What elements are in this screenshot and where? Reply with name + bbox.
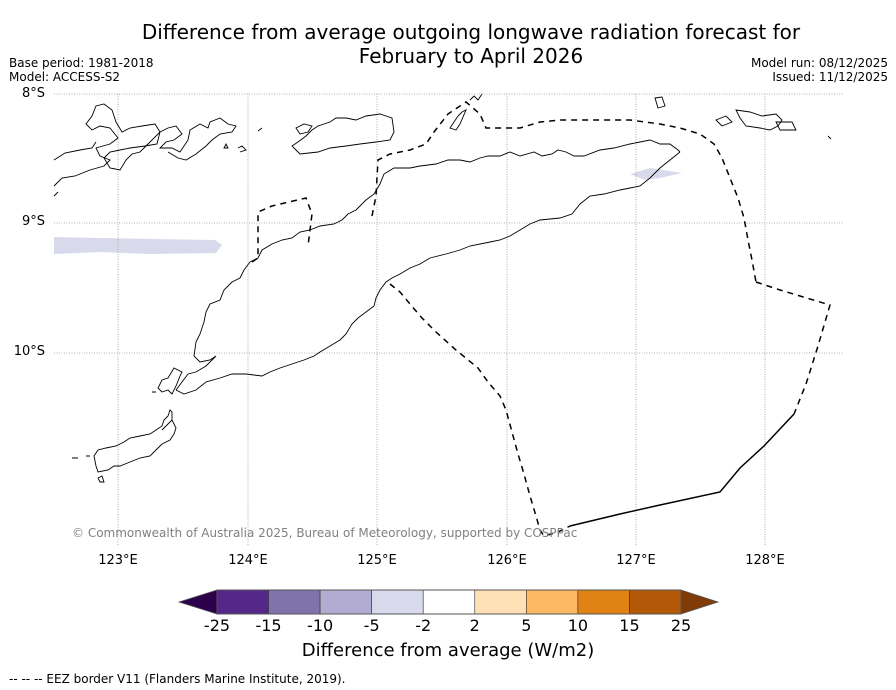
coastline-timor-north (249, 139, 681, 263)
colorbar-segment (371, 589, 424, 615)
anomaly-patch-east (630, 168, 682, 180)
colorbar-segment (577, 589, 630, 615)
coastline-solor (145, 117, 237, 161)
colorbar-segment (268, 589, 321, 615)
lon-label-126e: 126°E (487, 553, 527, 568)
coastline-kupang (157, 261, 251, 395)
colorbar-tick-label: -15 (255, 616, 282, 635)
colorbar-segment (526, 589, 579, 615)
colorbar-segment (474, 589, 527, 615)
colorbar-under-arrow (177, 589, 218, 615)
colorbar-outline (216, 589, 682, 615)
colorbar-tick-label: 5 (521, 616, 532, 635)
colorbar-tick-label: 25 (670, 616, 692, 635)
colorbar-tick-label: 15 (619, 616, 640, 635)
base-period: Base period: 1981-2018 (9, 56, 154, 70)
issued-date: Issued: 11/12/2025 (772, 70, 888, 84)
lat-label-10s: 10°S (13, 344, 45, 359)
coastline-flores-west (53, 191, 59, 197)
colorbar-tick-label: 10 (567, 616, 589, 635)
colorbar-tick-label: -25 (203, 616, 231, 635)
coastline-wetar (654, 96, 832, 140)
chart-title: Difference from average outgoing longwav… (0, 20, 896, 68)
eez-border-timor-north (371, 101, 757, 283)
coastline-timor-south (175, 151, 681, 395)
colorbar-segment (319, 589, 372, 615)
model-name: Model: ACCESS-S2 (9, 70, 121, 84)
eez-border-oecusse (251, 197, 313, 263)
coastline-rote (72, 391, 177, 483)
lat-label-8s: 8°S (21, 86, 45, 101)
lat-label-9s: 9°S (21, 214, 45, 229)
anomaly-patch-west (54, 237, 222, 254)
title-line-2: February to April 2026 (358, 44, 584, 68)
colorbar-label: Difference from average (W/m2) (301, 640, 595, 661)
coastline-atauro (449, 93, 483, 131)
eez-border-south-west (389, 283, 571, 537)
lon-label-125e: 125°E (357, 553, 397, 568)
lon-label-123e: 123°E (98, 553, 138, 568)
model-run: Model run: 08/12/2025 (750, 56, 888, 70)
colorbar-over-arrow (680, 589, 720, 615)
colorbar-segment (216, 589, 269, 615)
eez-legend-note: -- -- -- EEZ border V11 (Flanders Marine… (9, 672, 346, 686)
eez-border-east (755, 281, 831, 415)
coastline-alor (223, 113, 395, 155)
coastline-flores (53, 103, 161, 187)
copyright-notice: © Commonwealth of Australia 2025, Bureau… (72, 526, 578, 540)
colorbar-tick-label: 2 (469, 616, 480, 635)
colorbar-segment (629, 589, 682, 615)
lon-label-128e: 128°E (745, 553, 785, 568)
lon-label-127e: 127°E (616, 553, 656, 568)
coastlines (53, 93, 832, 483)
lon-label-124e: 124°E (228, 553, 268, 568)
eez-borders (251, 101, 831, 537)
colorbar-tick-label: -5 (363, 616, 380, 635)
colorbar-segment (422, 589, 476, 615)
colorbar-tick-label: -10 (307, 616, 334, 635)
meta-left: Base period: 1981-2018 Model: ACCESS-S2 (9, 56, 154, 84)
meta-right: Model run: 08/12/2025 Issued: 11/12/2025 (751, 56, 888, 84)
title-line-1: Difference from average outgoing longwav… (141, 20, 801, 44)
eez-border-south (569, 413, 795, 527)
colorbar-tick-label: -2 (415, 616, 432, 635)
